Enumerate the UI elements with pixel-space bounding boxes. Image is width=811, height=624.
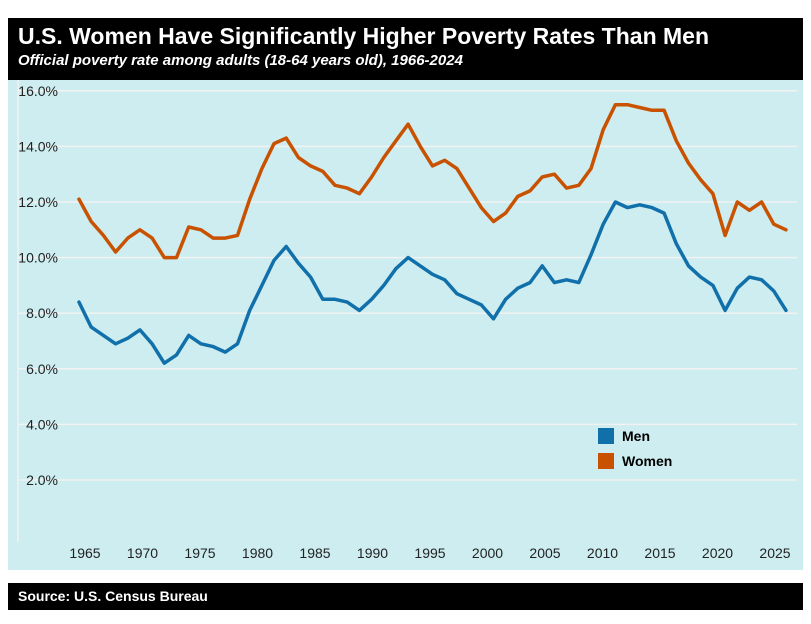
x-tick-label: 2025 <box>759 545 790 561</box>
legend-swatch-men <box>598 428 614 444</box>
legend-label-women: Women <box>622 453 672 469</box>
plot-background <box>8 80 803 570</box>
source-text: Source: U.S. Census Bureau <box>18 588 208 604</box>
y-tick-label: 12.0% <box>18 194 58 210</box>
y-tick-label: 8.0% <box>26 305 58 321</box>
series-line-men <box>77 200 788 365</box>
x-tick-label: 1975 <box>184 545 215 561</box>
x-tick-label: 1990 <box>357 545 388 561</box>
x-tick-label: 2015 <box>644 545 675 561</box>
y-tick-label: 6.0% <box>26 361 58 377</box>
x-tick-label: 2005 <box>529 545 560 561</box>
chart-title: U.S. Women Have Significantly Higher Pov… <box>18 23 710 49</box>
x-tick-label: 1995 <box>414 545 445 561</box>
y-tick-label: 4.0% <box>26 416 58 432</box>
x-tick-label: 2010 <box>587 545 618 561</box>
legend-label-men: Men <box>622 428 650 444</box>
series-line-women <box>77 102 788 260</box>
y-tick-label: 10.0% <box>18 250 58 266</box>
x-tick-label: 1985 <box>299 545 330 561</box>
x-tick-label: 1970 <box>127 545 158 561</box>
legend: Men Women <box>598 428 672 469</box>
x-tick-label: 1980 <box>242 545 273 561</box>
x-tick-label: 1965 <box>69 545 100 561</box>
source-bar: Source: U.S. Census Bureau <box>8 583 803 610</box>
y-tick-label: 16.0% <box>18 83 58 99</box>
legend-swatch-women <box>598 453 614 469</box>
x-tick-label: 2000 <box>472 545 503 561</box>
chart-subtitle: Official poverty rate among adults (18-6… <box>18 52 463 69</box>
y-tick-label: 14.0% <box>18 138 58 154</box>
y-tick-label: 2.0% <box>26 472 58 488</box>
header-bar: U.S. Women Have Significantly Higher Pov… <box>8 18 803 80</box>
x-tick-label: 2020 <box>702 545 733 561</box>
